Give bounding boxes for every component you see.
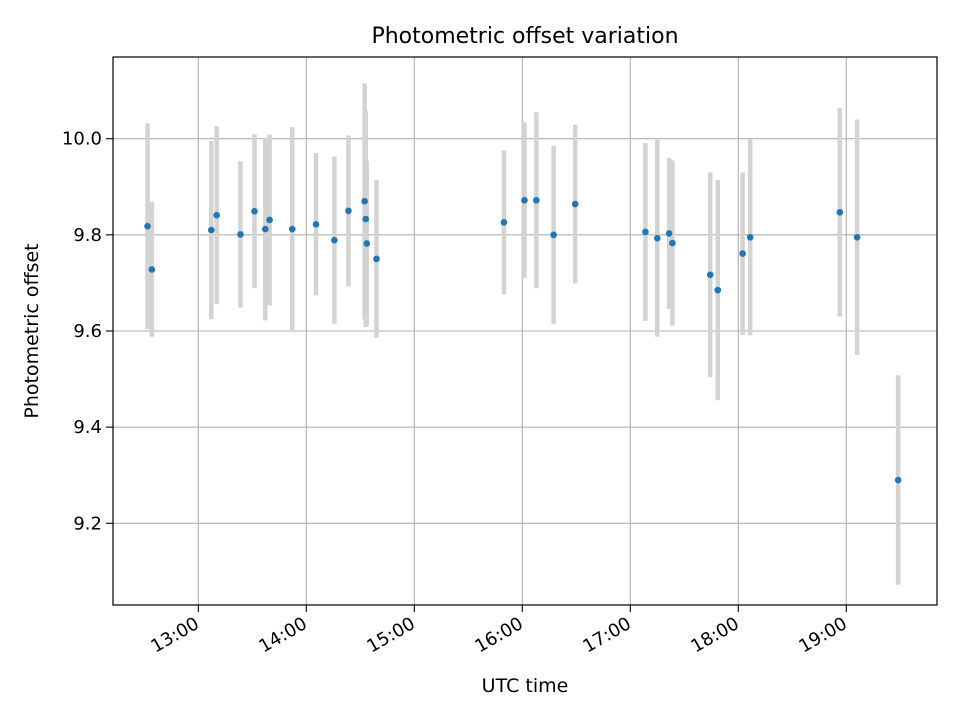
data-point: [148, 266, 156, 273]
data-point: [237, 231, 244, 238]
y-tick-label: 9.6: [73, 321, 102, 342]
data-point: [665, 230, 673, 237]
data-point: [706, 271, 714, 279]
data-point: [521, 196, 528, 204]
data-point: [144, 222, 151, 230]
data-point: [362, 215, 370, 223]
chart-title: Photometric offset variation: [371, 24, 678, 49]
data-point: [312, 220, 320, 228]
y-tick-label: 9.4: [73, 417, 102, 438]
data-points: [144, 196, 902, 484]
data-point: [836, 208, 844, 216]
data-point: [714, 286, 722, 294]
data-point: [251, 208, 258, 215]
data-point: [363, 240, 371, 247]
data-point: [213, 211, 220, 219]
y-axis-ticks: 9.2 9.4 9.6 9.8 10.0: [62, 129, 113, 534]
y-tick-label: 9.8: [73, 225, 102, 246]
data-point: [261, 225, 269, 233]
data-point: [533, 196, 540, 204]
data-point: [345, 207, 352, 215]
y-tick-label: 9.2: [73, 513, 102, 534]
data-point: [669, 239, 676, 247]
data-point: [500, 219, 508, 226]
data-point: [894, 476, 902, 484]
data-point: [331, 236, 338, 244]
data-point: [266, 216, 273, 224]
data-point: [739, 250, 746, 257]
data-point: [373, 255, 380, 263]
x-axis-label: UTC time: [482, 675, 569, 697]
data-point: [288, 225, 296, 233]
data-point: [550, 231, 557, 239]
data-point: [853, 233, 861, 241]
data-point: [746, 233, 754, 241]
y-axis-label: Photometric offset: [21, 243, 43, 418]
data-point: [653, 234, 661, 242]
data-point: [571, 200, 579, 208]
data-point: [207, 226, 215, 234]
data-point: [361, 197, 368, 205]
y-tick-label: 10.0: [62, 129, 102, 150]
data-point: [642, 228, 649, 236]
grid-lines: [113, 57, 937, 605]
